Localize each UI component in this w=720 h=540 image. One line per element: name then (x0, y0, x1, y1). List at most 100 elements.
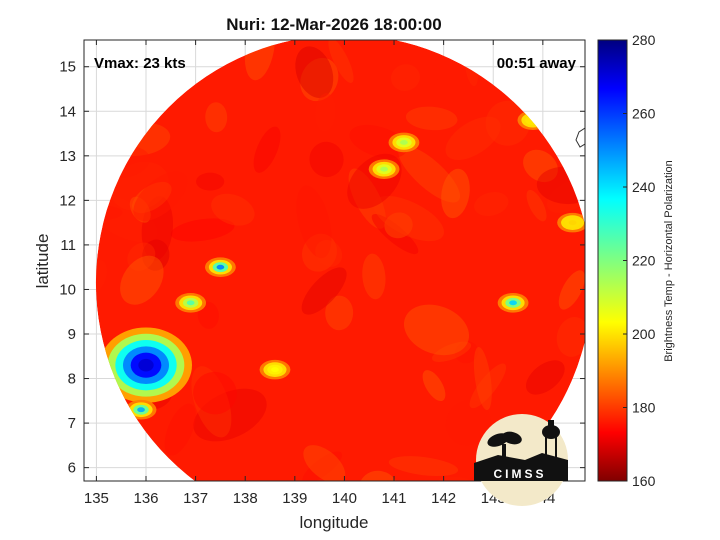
texture-blob (404, 54, 440, 91)
convective-cell (259, 359, 291, 380)
texture-blob (110, 161, 169, 211)
texture-blob (141, 196, 174, 261)
x-tick-label: 140 (332, 490, 357, 507)
axes-frame (83, 39, 586, 482)
texture-blob (403, 304, 470, 356)
texture-blob (422, 370, 446, 402)
texture-blob (558, 270, 585, 310)
cell-contour (400, 140, 408, 145)
texture-blob (302, 451, 343, 481)
time-away-label: 00:51 away (497, 55, 577, 72)
texture-blob (164, 403, 196, 456)
convective-cell (388, 132, 420, 153)
x-tick-label: 138 (233, 490, 258, 507)
texture-blob (315, 93, 336, 132)
plot-title: Nuri: 12-Mar-2026 18:00:00 (226, 15, 441, 34)
texture-blob (79, 507, 117, 533)
texture-blob (359, 470, 398, 481)
convective-cell (497, 293, 529, 313)
cell-contour (137, 407, 145, 413)
cell-contour (216, 264, 225, 270)
x-tick-label: 142 (431, 490, 456, 507)
texture-blob (455, 341, 479, 364)
texture-blob (373, 196, 444, 242)
texture-blob (362, 253, 386, 300)
texture-blob (133, 171, 188, 221)
x-axis-label: longitude (299, 513, 368, 532)
vmax-label: Vmax: 23 kts (94, 55, 186, 72)
convective-cell (175, 293, 207, 313)
y-tick-label: 13 (59, 148, 76, 165)
colorbar-tick-label: 200 (632, 326, 656, 342)
convective-cell (100, 327, 193, 403)
cell-contour (509, 300, 517, 306)
y-tick-label: 8 (68, 371, 76, 388)
x-tick-label: 139 (282, 490, 307, 507)
coastline (575, 127, 585, 148)
y-tick-label: 12 (59, 192, 76, 209)
cimss-logo: CIMSS (474, 414, 568, 506)
texture-blob (526, 189, 547, 222)
texture-blob (445, 400, 491, 446)
texture-blob (196, 172, 225, 191)
texture-blob (384, 212, 413, 239)
texture-blob (485, 100, 530, 146)
texture-blob (301, 267, 347, 315)
texture-blob (295, 46, 334, 98)
cell-contour (138, 358, 154, 372)
convective-cell (205, 257, 236, 277)
texture-blob (193, 371, 237, 415)
colorbar-ticks: 160 180 200 220 240 260 280 (623, 32, 656, 489)
y-tick-label: 14 (59, 103, 76, 120)
texture-blob (349, 124, 408, 159)
texture-blob (193, 388, 267, 442)
colorbar (597, 39, 628, 482)
colorbar-tick-label: 240 (632, 179, 656, 195)
texture-blob (469, 363, 507, 409)
texture-blob (371, 213, 419, 255)
texture-blob (129, 196, 151, 223)
logo-text: CIMSS (493, 467, 546, 481)
y-tick-label: 11 (60, 237, 76, 254)
texture-blob (328, 40, 354, 83)
colorbar-tick-label: 160 (632, 473, 656, 489)
x-tick-label: 137 (183, 490, 208, 507)
texture-blob (398, 145, 461, 203)
x-tick-label: 135 (84, 490, 109, 507)
colorbar-tick-label: 280 (632, 32, 656, 48)
convective-cell (368, 159, 400, 179)
y-tick-label: 10 (59, 281, 76, 298)
texture-blob (325, 295, 354, 331)
texture-blob (441, 168, 470, 219)
texture-blob (142, 239, 170, 271)
texture-blob (523, 149, 558, 183)
colorbar-label: Brightness Temp - Horizontal Polarizatio… (663, 160, 675, 362)
texture-blob (431, 341, 472, 362)
texture-blob (211, 193, 255, 226)
texture-blob (556, 317, 585, 357)
texture-blob (309, 141, 344, 178)
x-tick-label: 141 (382, 490, 407, 507)
texture-blob (205, 102, 228, 133)
cell-contour (380, 166, 388, 172)
y-axis-label: latitude (33, 234, 52, 289)
texture-blob (303, 445, 346, 481)
texture-blob (127, 242, 156, 271)
texture-blob (348, 168, 386, 229)
texture-blob (296, 185, 332, 259)
x-tick-label: 136 (133, 490, 158, 507)
y-tick-label: 6 (68, 460, 76, 477)
texture-blob (120, 255, 164, 305)
y-axis-ticks: 6 7 8 9 10 11 12 13 14 15 (59, 59, 585, 477)
texture-blob (445, 116, 501, 160)
texture-blob (253, 126, 281, 173)
texture-blob (170, 218, 235, 242)
texture-blob (473, 346, 492, 411)
texture-blob (390, 64, 420, 91)
texture-blob (525, 360, 565, 395)
cell-contour (568, 220, 577, 226)
colorbar-tick-label: 220 (632, 253, 656, 269)
cell-contour (271, 367, 279, 373)
y-tick-label: 7 (68, 415, 76, 432)
